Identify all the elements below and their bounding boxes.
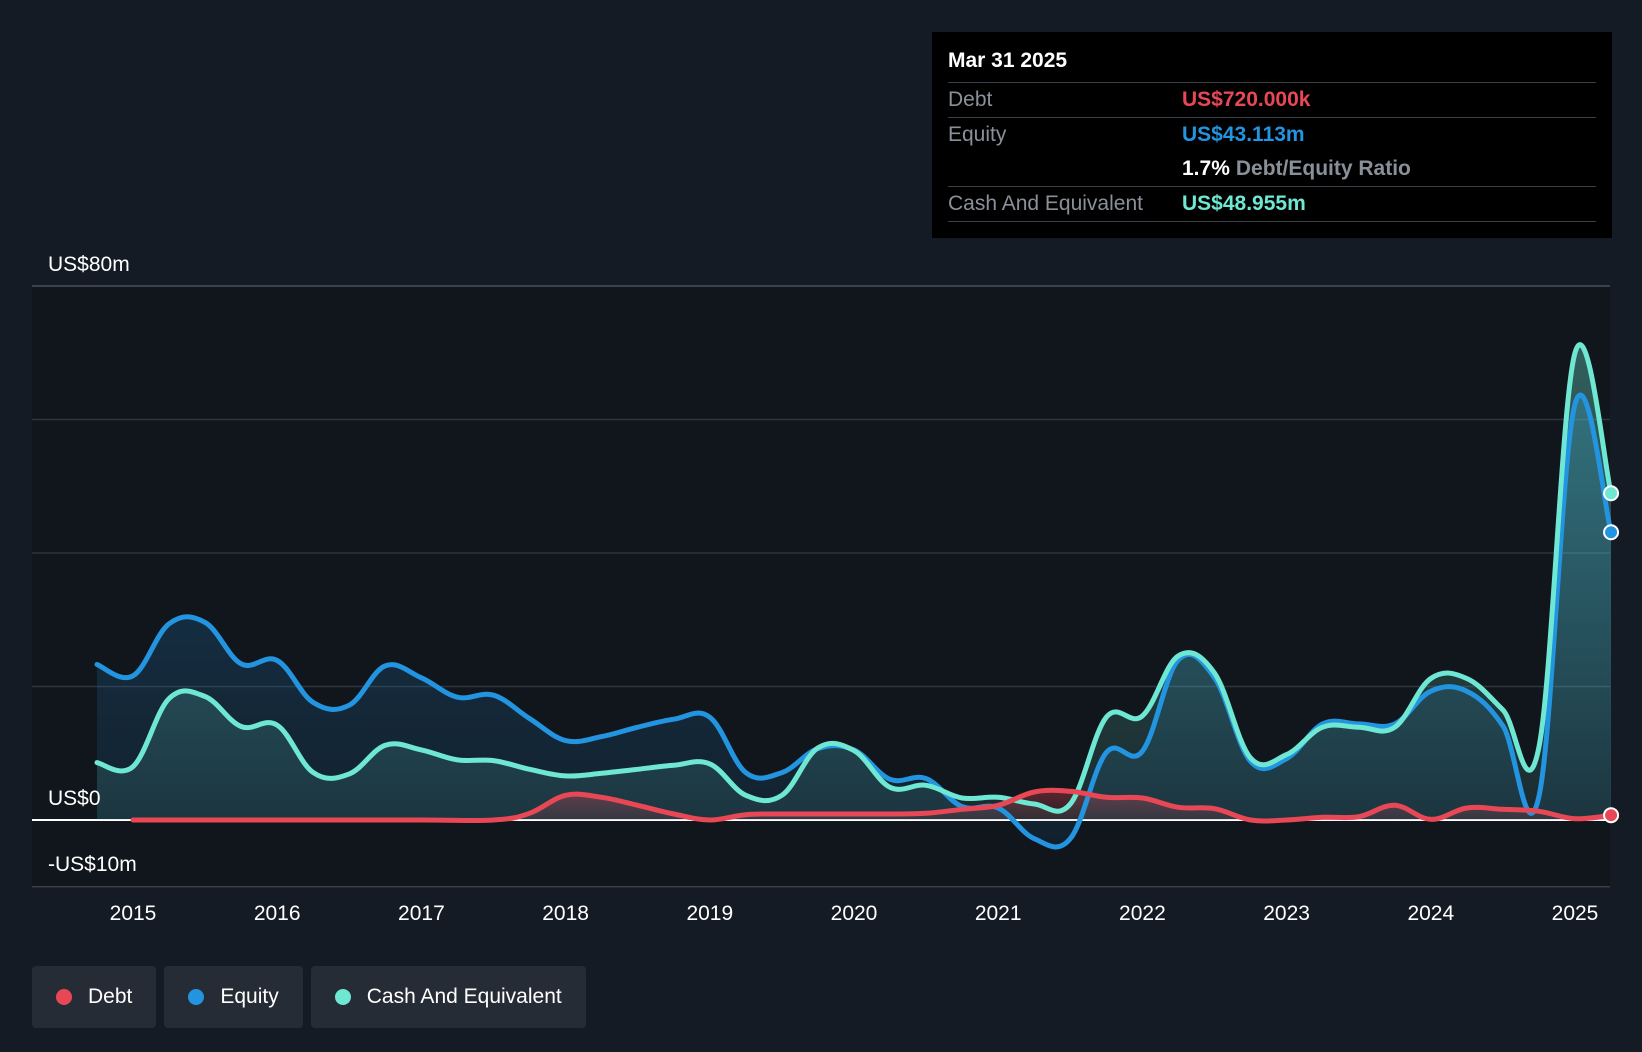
line-equity	[94, 392, 1614, 850]
tooltip-ratio-row: 1.7% Debt/Equity Ratio	[948, 152, 1596, 187]
line-debt	[130, 787, 1614, 824]
x-tick-label: 2024	[1407, 902, 1454, 925]
x-tick-label: 2019	[686, 902, 733, 925]
end-markers	[1603, 485, 1620, 824]
tooltip-equity-row: Equity US$43.113m	[948, 118, 1596, 152]
tooltip-debt-label: Debt	[948, 88, 993, 111]
legend-label-debt: Debt	[88, 985, 133, 1008]
tooltip-panel: Mar 31 2025 Debt US$720.000k Equity US$4…	[932, 32, 1612, 238]
line-cash	[94, 342, 1614, 814]
legend-label-equity: Equity	[220, 985, 279, 1008]
chart-legend: Debt Equity Cash And Equivalent	[32, 966, 586, 1028]
y-tick-label: -US$10m	[48, 853, 137, 876]
y-tick-label: US$0	[48, 787, 101, 810]
x-tick-label: 2020	[831, 902, 878, 925]
tooltip-ratio-spacer	[948, 152, 1182, 186]
tooltip-debt-value: US$720.000k	[1182, 88, 1311, 111]
x-tick-label: 2017	[398, 902, 445, 925]
tooltip-cash-value: US$48.955m	[1182, 192, 1306, 215]
legend-item-cash[interactable]: Cash And Equivalent	[310, 966, 586, 1028]
y-tick-label: US$80m	[48, 253, 130, 276]
series-lines	[94, 342, 1614, 850]
tooltip-cash-label: Cash And Equivalent	[948, 192, 1143, 215]
legend-dot-debt	[56, 989, 72, 1005]
tooltip-cash-row: Cash And Equivalent US$48.955m	[948, 187, 1596, 222]
end-marker-equity	[1603, 524, 1620, 541]
y-axis-labels: US$80m US$0 -US$10m	[48, 253, 137, 876]
tooltip-ratio: 1.7% Debt/Equity Ratio	[1182, 152, 1411, 186]
tooltip-ratio-label: Debt/Equity Ratio	[1235, 157, 1411, 180]
x-tick-label: 2023	[1263, 902, 1310, 925]
end-marker-cash	[1603, 485, 1620, 502]
tooltip-debt-row: Debt US$720.000k	[948, 83, 1596, 118]
x-axis-labels: 2015 2016 2017 2018 2019 2020 2021 2022 2023 2024…	[110, 902, 1599, 925]
x-tick-label: 2025	[1552, 902, 1599, 925]
x-tick-label: 2022	[1119, 902, 1166, 925]
area-cash	[97, 344, 1611, 820]
legend-item-debt[interactable]: Debt	[32, 966, 157, 1028]
legend-dot-equity	[188, 989, 205, 1005]
tooltip-ratio-value: 1.7%	[1182, 157, 1230, 180]
x-tick-label: 2016	[254, 902, 301, 925]
tooltip-equity-label: Equity	[948, 123, 1007, 146]
x-tick-label: 2015	[110, 902, 157, 925]
legend-dot-cash	[334, 989, 351, 1005]
tooltip-date: Mar 31 2025	[948, 46, 1596, 83]
legend-label-cash: Cash And Equivalent	[366, 985, 562, 1008]
legend-item-equity[interactable]: Equity	[164, 966, 303, 1028]
x-tick-label: 2021	[975, 902, 1022, 925]
end-marker-debt	[1603, 807, 1620, 824]
tooltip-equity-value: US$43.113m	[1182, 123, 1305, 146]
x-tick-label: 2018	[542, 902, 589, 925]
